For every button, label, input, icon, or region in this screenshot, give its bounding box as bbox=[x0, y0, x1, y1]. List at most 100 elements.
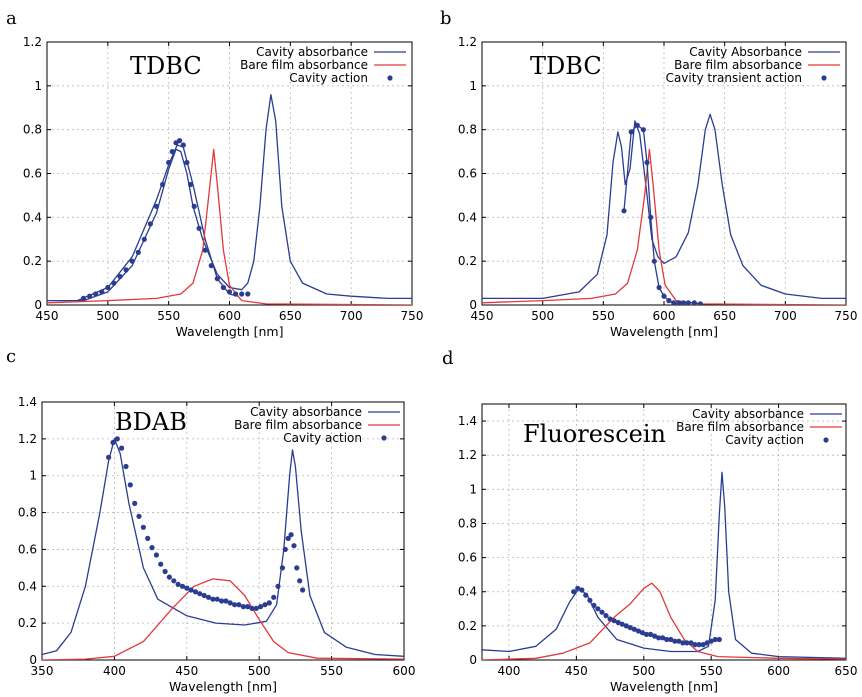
x-tick-label: 550 bbox=[700, 664, 723, 678]
data-point-cavity-action bbox=[219, 598, 225, 604]
data-point-cavity-action bbox=[583, 592, 589, 598]
data-point-cavity-action bbox=[297, 578, 303, 584]
data-point-cavity-action bbox=[99, 289, 105, 295]
series-line-cavity-transient-action bbox=[623, 124, 701, 305]
data-point-cavity-transient-action bbox=[634, 122, 640, 128]
x-tick-label: 450 bbox=[471, 309, 494, 323]
data-point-cavity-action bbox=[233, 291, 239, 297]
data-point-cavity-action bbox=[177, 138, 183, 144]
data-point-cavity-action bbox=[635, 628, 642, 634]
data-point-cavity-action bbox=[226, 289, 233, 295]
series-line-bare-film-absorbance bbox=[47, 148, 412, 305]
x-tick-label: 700 bbox=[340, 309, 363, 323]
data-point-cavity-action bbox=[153, 203, 160, 209]
legend-swatch-dot bbox=[821, 75, 827, 81]
chart-title: Fluorescein bbox=[523, 420, 666, 448]
data-point-cavity-action bbox=[579, 587, 585, 593]
y-tick-label: 0.8 bbox=[23, 123, 42, 137]
data-point-cavity-action bbox=[169, 149, 175, 155]
y-tick-label: 1.2 bbox=[18, 432, 37, 446]
data-point-cavity-action bbox=[149, 545, 155, 551]
data-point-cavity-action bbox=[615, 619, 621, 626]
data-point-cavity-action bbox=[288, 532, 294, 538]
x-tick-label: 550 bbox=[320, 664, 343, 678]
x-axis-label: Wavelength [nm] bbox=[176, 324, 284, 339]
x-tick-label: 600 bbox=[393, 664, 416, 678]
data-point-cavity-transient-action bbox=[685, 300, 691, 305]
data-point-cavity-action bbox=[127, 482, 133, 488]
x-tick-label: 700 bbox=[774, 309, 797, 323]
x-tick-label: 650 bbox=[713, 309, 736, 323]
x-tick-label: 450 bbox=[36, 309, 59, 323]
data-point-cavity-action bbox=[239, 291, 245, 297]
data-point-cavity-action bbox=[285, 535, 291, 542]
data-point-cavity-action bbox=[135, 249, 141, 255]
chart-panel-d: 400 450 500 550 600 650 0 0.2 0.4 0.6 0.8 1 1.2 1.4 Wa… bbox=[458, 403, 857, 694]
legend-label: Cavity transient action bbox=[666, 71, 802, 85]
x-tick-label: 550 bbox=[157, 309, 180, 323]
data-point-cavity-action bbox=[141, 236, 147, 242]
data-point-cavity-action bbox=[80, 295, 87, 301]
x-tick-label: 650 bbox=[279, 309, 302, 323]
x-tick-label: 350 bbox=[31, 664, 54, 678]
data-point-cavity-action bbox=[114, 436, 120, 442]
x-tick-label: 750 bbox=[835, 309, 858, 323]
x-tick-label: 500 bbox=[96, 309, 119, 323]
data-point-cavity-action bbox=[162, 568, 168, 575]
data-point-cavity-action bbox=[631, 626, 637, 632]
x-axis-label: Wavelength [nm] bbox=[169, 679, 277, 694]
data-point-cavity-action bbox=[571, 589, 577, 595]
legend-label: Cavity absorbance bbox=[256, 45, 368, 59]
data-point-cavity-action bbox=[258, 604, 264, 610]
y-tick-label: 0.8 bbox=[18, 506, 37, 520]
data-point-cavity-action bbox=[603, 613, 609, 619]
legend-swatch-dot bbox=[823, 437, 829, 443]
data-point-cavity-action bbox=[688, 640, 694, 646]
data-point-cavity-action bbox=[129, 258, 135, 264]
data-point-cavity-action bbox=[196, 225, 202, 231]
data-point-cavity-transient-action bbox=[671, 300, 677, 305]
chart-panel-c: 350 400 450 500 550 600 0 0.2 0.4 0.6 0.8 1 1.2 1.4 Wa… bbox=[18, 395, 416, 694]
data-point-cavity-action bbox=[575, 585, 581, 591]
legend-label: Cavity Absorbance bbox=[689, 45, 802, 59]
data-point-cavity-action bbox=[192, 589, 199, 595]
data-point-cavity-action bbox=[291, 543, 297, 549]
data-point-cavity-action bbox=[240, 604, 246, 610]
series-line-cavity-absorbance bbox=[482, 113, 846, 300]
data-point-cavity-action bbox=[587, 597, 593, 603]
data-point-cavity-transient-action bbox=[644, 159, 650, 166]
legend-swatch-dot bbox=[387, 75, 393, 81]
data-point-cavity-transient-action bbox=[628, 129, 634, 135]
data-point-cavity-action bbox=[123, 267, 129, 273]
data-point-cavity-transient-action bbox=[661, 293, 667, 299]
data-point-cavity-action bbox=[119, 445, 125, 451]
y-tick-label: 1 bbox=[469, 482, 477, 496]
y-tick-label: 0.4 bbox=[23, 210, 42, 224]
data-point-cavity-action bbox=[672, 638, 678, 644]
data-point-cavity-action bbox=[275, 583, 281, 589]
data-point-cavity-action bbox=[227, 600, 233, 606]
data-point-cavity-action bbox=[712, 636, 718, 643]
panel-letter-a: a bbox=[6, 8, 17, 29]
legend-swatch-dot bbox=[381, 435, 387, 441]
chart-title: TDBC bbox=[530, 52, 602, 80]
data-point-cavity-action bbox=[179, 583, 186, 589]
data-point-cavity-action bbox=[140, 524, 146, 530]
data-point-cavity-action bbox=[205, 594, 212, 600]
data-point-cavity-transient-action bbox=[621, 208, 627, 214]
legend-label: Cavity action bbox=[283, 431, 362, 445]
x-tick-label: 500 bbox=[531, 309, 554, 323]
data-point-cavity-action bbox=[716, 636, 722, 643]
legend-label: Bare film absorbance bbox=[240, 58, 368, 72]
data-point-cavity-action bbox=[294, 565, 300, 571]
data-point-cavity-action bbox=[175, 581, 181, 588]
data-point-cavity-action bbox=[232, 602, 238, 608]
y-tick-label: 0.2 bbox=[18, 616, 37, 630]
y-tick-label: 0 bbox=[469, 298, 477, 312]
series-line-cavity-absorbance bbox=[47, 93, 412, 302]
y-tick-label: 1 bbox=[34, 79, 42, 93]
x-tick-label: 400 bbox=[103, 664, 126, 678]
